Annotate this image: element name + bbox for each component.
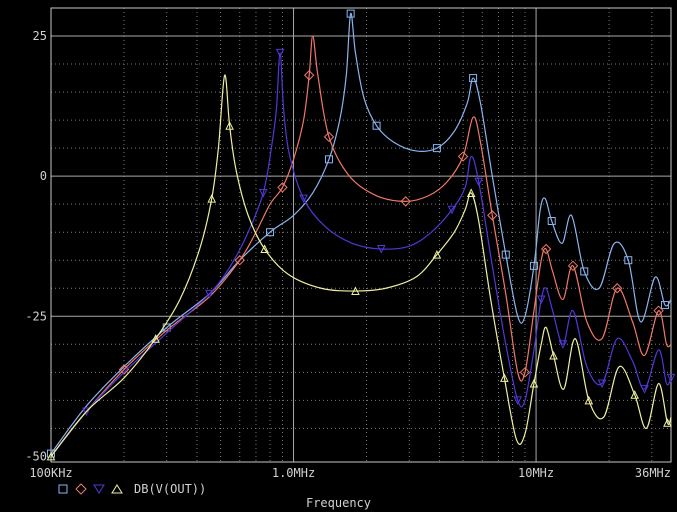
x-tick-label: 100KHz — [29, 466, 72, 480]
series-line — [50, 12, 672, 454]
data-point-square — [47, 449, 55, 458]
data-point-square — [529, 261, 538, 270]
series-group — [46, 9, 676, 461]
data-point-down-triangle — [447, 205, 457, 215]
legend-down-triangle-marker — [93, 484, 105, 494]
data-point-triangle — [225, 121, 234, 130]
data-point-triangle — [630, 390, 639, 399]
data-point-triangle — [351, 286, 360, 296]
data-point-down-triangle — [597, 379, 607, 389]
data-point-triangle — [663, 418, 672, 427]
data-point-diamond — [567, 260, 579, 272]
data-point-diamond — [457, 151, 469, 162]
y-tick-label: -25 — [25, 309, 47, 323]
tick-labels: 25 0 -25 -50 100KHz 1.0MHz 10MHz 36MHz — [25, 29, 671, 480]
data-point-diamond — [653, 305, 664, 316]
series-square — [47, 9, 672, 458]
series-triangle — [46, 74, 672, 461]
data-point-square — [624, 256, 633, 265]
series-diamond — [50, 35, 672, 457]
data-point-down-triangle — [299, 194, 308, 204]
data-point-diamond — [234, 255, 245, 266]
data-point-square — [432, 144, 441, 153]
data-point-triangle — [151, 334, 160, 343]
data-point-square — [547, 216, 556, 225]
axes — [50, 7, 672, 463]
data-point-diamond — [400, 196, 411, 207]
grid — [51, 7, 671, 462]
legend: DB(V(OUT)) — [56, 482, 206, 496]
data-point-square — [469, 74, 478, 83]
legend-label: DB(V(OUT)) — [134, 482, 207, 496]
legend-diamond-marker — [75, 483, 87, 495]
data-point-triangle — [260, 244, 269, 254]
data-point-triangle — [549, 350, 558, 360]
plot-frame — [50, 7, 672, 463]
data-point-square — [346, 9, 355, 18]
data-point-down-triangle — [275, 48, 285, 58]
y-tick-label: 0 — [40, 169, 47, 183]
data-point-diamond — [519, 367, 531, 378]
legend-square-marker — [58, 484, 68, 494]
data-point-triangle — [46, 451, 56, 461]
series-line — [50, 52, 672, 457]
data-point-square — [501, 250, 510, 259]
data-point-square — [580, 267, 589, 276]
data-point-diamond — [487, 210, 498, 221]
data-point-diamond — [303, 70, 315, 81]
data-point-down-triangle — [376, 245, 386, 254]
data-point-diamond — [611, 283, 623, 294]
x-tick-label: 1.0MHz — [272, 466, 315, 480]
data-point-down-triangle — [558, 340, 568, 349]
data-point-down-triangle — [258, 188, 268, 198]
data-point-diamond — [323, 131, 335, 143]
x-axis-label: Frequency — [305, 496, 372, 510]
data-point-square — [660, 301, 669, 310]
data-point-down-triangle — [205, 289, 214, 299]
data-point-down-triangle — [474, 177, 484, 187]
legend-triangle-marker — [111, 484, 123, 494]
series-line — [50, 35, 672, 457]
data-point-down-triangle — [513, 396, 523, 405]
data-point-square — [266, 228, 275, 237]
series-line — [50, 74, 672, 457]
data-point-down-triangle — [536, 295, 546, 305]
data-point-triangle — [529, 378, 539, 388]
data-point-down-triangle — [640, 385, 649, 394]
data-point-triangle — [466, 188, 476, 197]
data-point-diamond — [277, 182, 288, 193]
data-point-triangle — [207, 193, 217, 203]
data-point-triangle — [432, 249, 442, 259]
data-point-down-triangle — [666, 373, 676, 383]
data-point-diamond — [540, 243, 552, 255]
x-tick-label: 36MHz — [635, 466, 671, 480]
x-tick-label: 10MHz — [518, 466, 554, 480]
data-point-diamond — [118, 364, 130, 375]
data-point-down-triangle — [82, 407, 91, 417]
data-point-triangle — [500, 373, 509, 382]
data-point-triangle — [584, 395, 594, 405]
data-point-square — [324, 155, 333, 164]
y-tick-label: -50 — [25, 449, 47, 463]
series-down-triangle — [50, 48, 676, 457]
data-point-square — [372, 121, 381, 130]
y-tick-label: 25 — [33, 29, 47, 43]
